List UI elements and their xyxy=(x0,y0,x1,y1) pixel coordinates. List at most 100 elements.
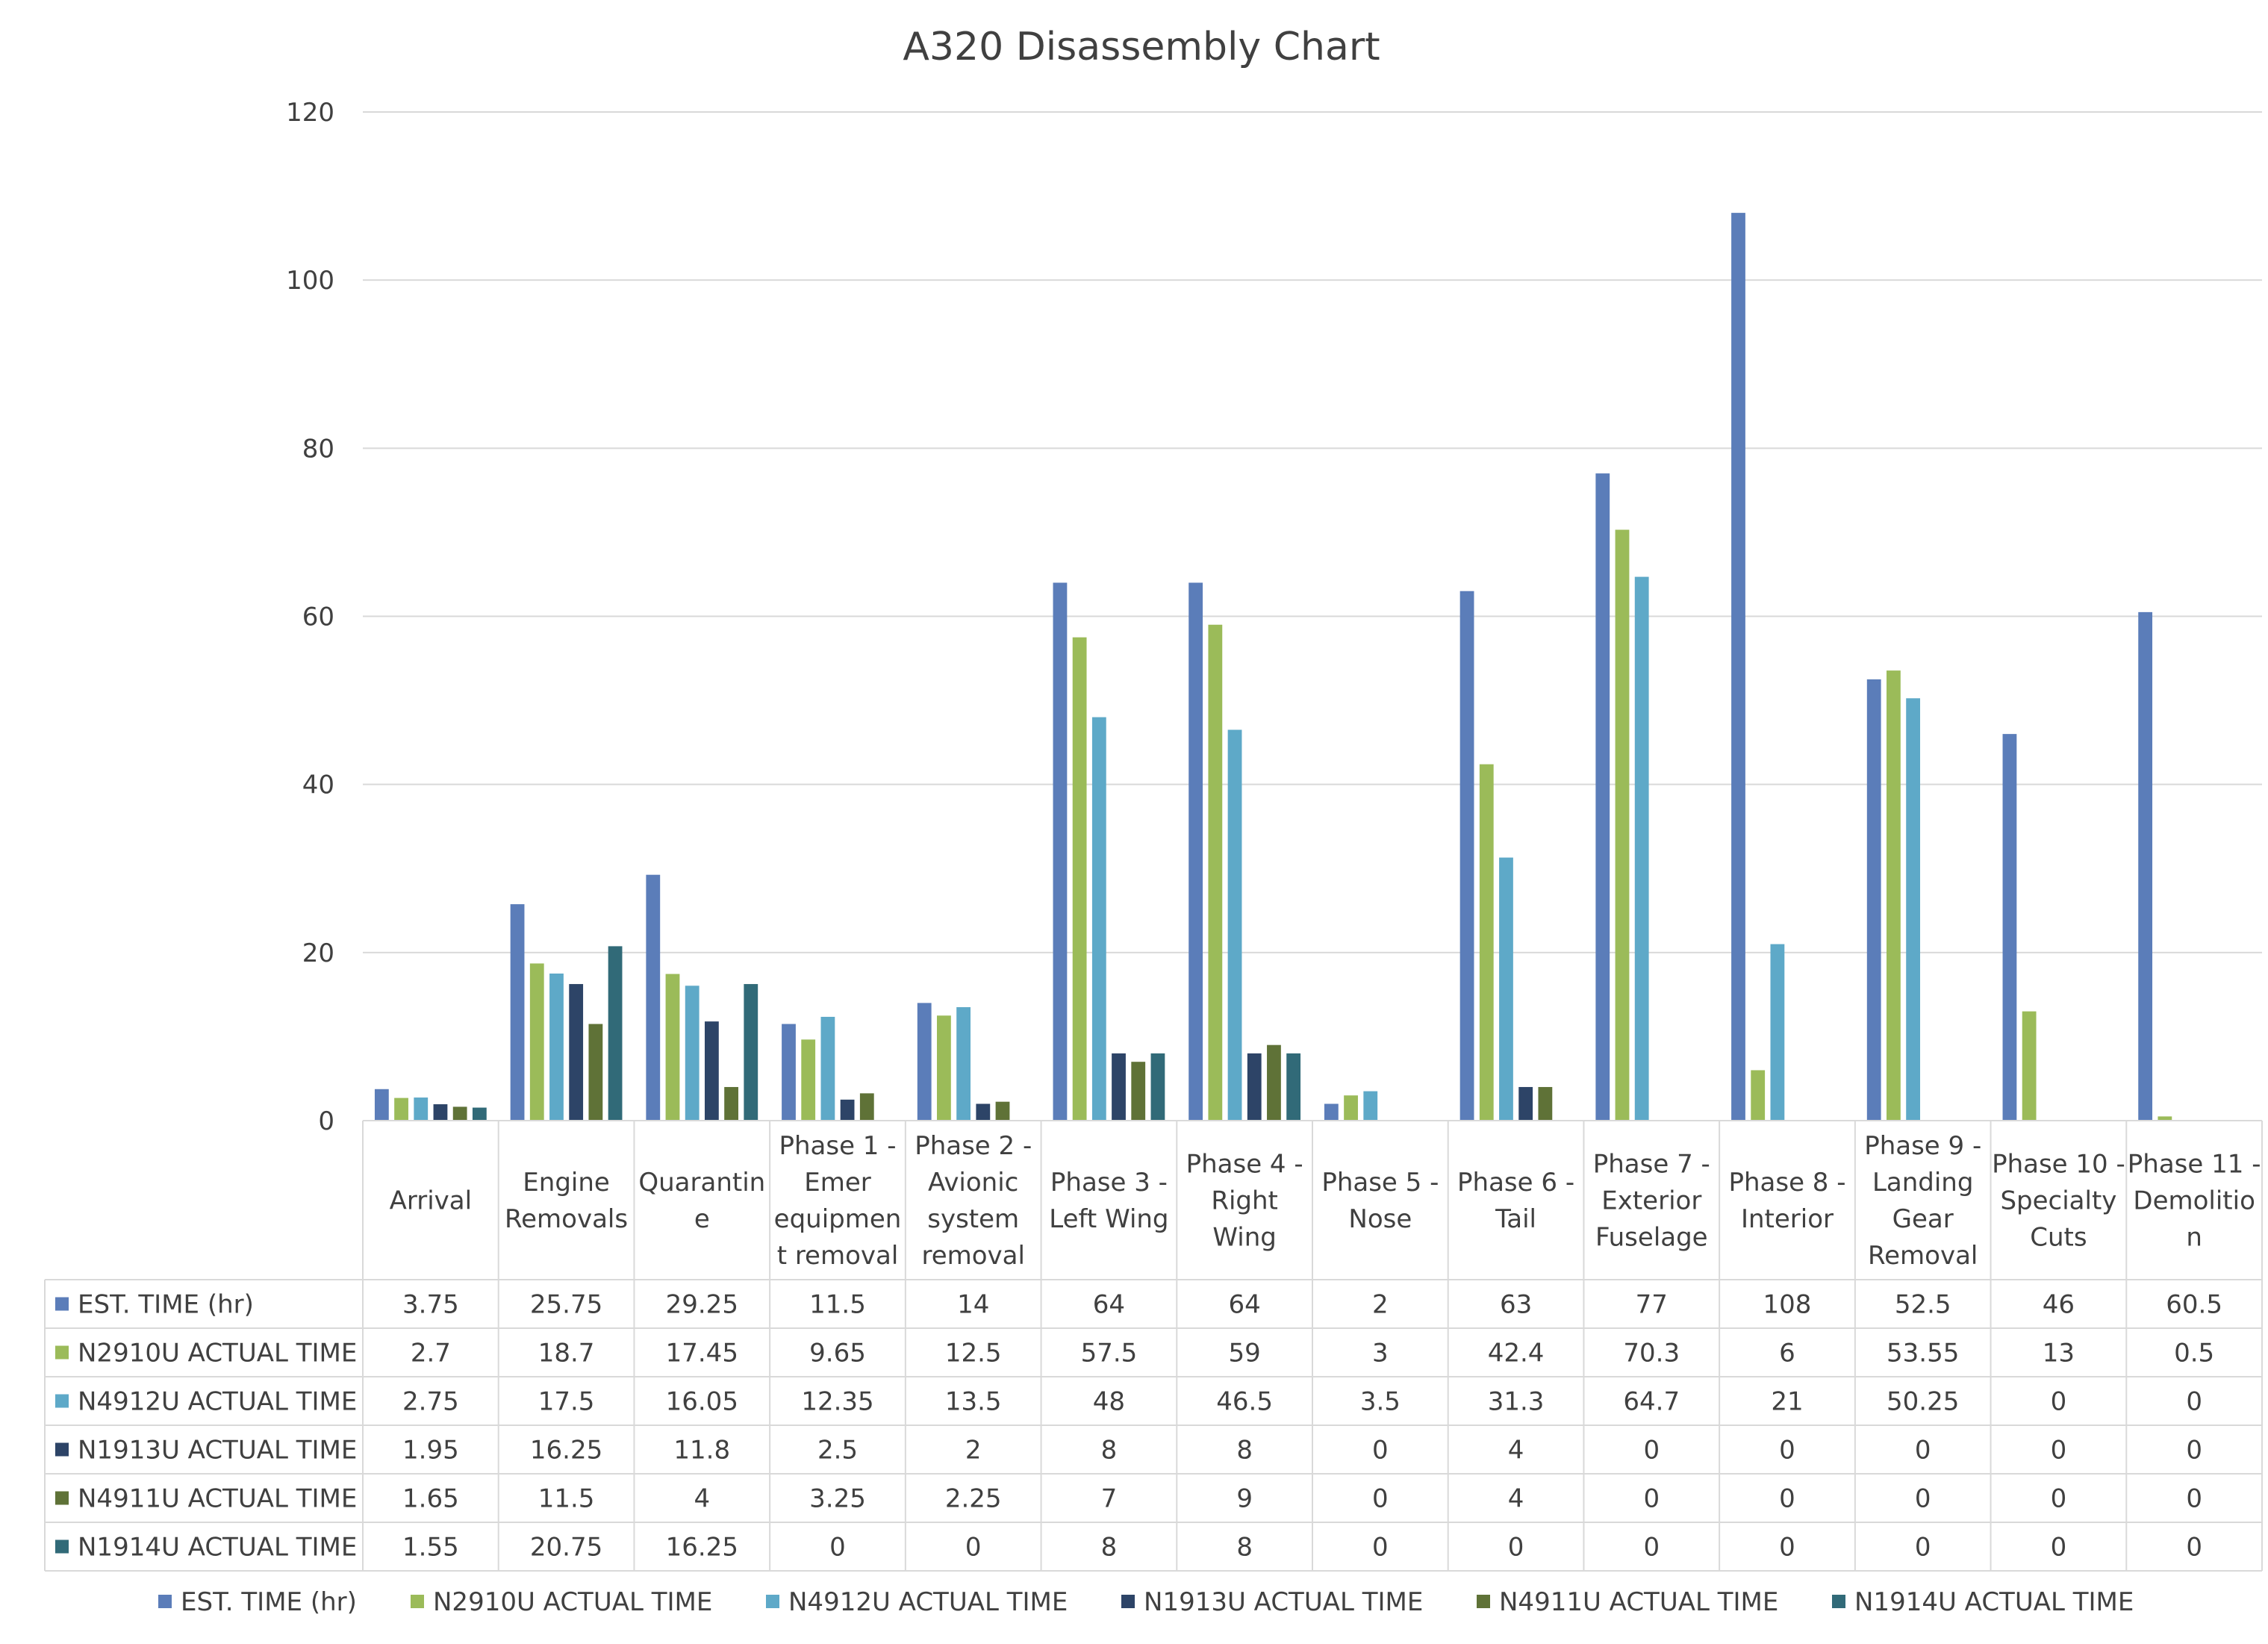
bar xyxy=(1459,591,1474,1121)
legend-swatch xyxy=(158,1595,172,1608)
category-label: Phase 3 - xyxy=(1050,1168,1168,1198)
y-tick-label: 0 xyxy=(318,1106,334,1136)
data-label: 16.25 xyxy=(666,1533,738,1563)
data-label: 11.8 xyxy=(673,1436,730,1466)
category-label: Wing xyxy=(1212,1223,1276,1253)
bar xyxy=(433,1104,448,1121)
data-label: 3.25 xyxy=(809,1484,866,1514)
bar xyxy=(976,1103,991,1121)
data-label: 59 xyxy=(1229,1339,1261,1369)
bar xyxy=(917,1003,932,1121)
bar xyxy=(1538,1086,1553,1121)
bar xyxy=(2158,1116,2172,1121)
legend-item: N1913U ACTUAL TIME xyxy=(1121,1587,1423,1617)
row-series-name: N2910U ACTUAL TIME xyxy=(78,1339,357,1369)
category-label: Quarantin xyxy=(638,1168,765,1198)
data-label: 48 xyxy=(1093,1387,1125,1417)
bar xyxy=(1227,729,1242,1121)
data-label: 2.25 xyxy=(945,1484,1002,1514)
data-label: 0 xyxy=(2051,1533,2067,1563)
data-label: 3 xyxy=(1372,1339,1389,1369)
bar xyxy=(1479,764,1494,1121)
category-label: Removal xyxy=(1868,1241,1978,1271)
data-label: 8 xyxy=(1101,1436,1118,1466)
category-label: Phase 7 - xyxy=(1593,1150,1710,1180)
bar xyxy=(956,1007,971,1121)
bar xyxy=(995,1101,1010,1121)
data-label: 14 xyxy=(957,1290,989,1320)
bar xyxy=(937,1015,951,1121)
bar xyxy=(1770,944,1785,1121)
legend-label: N4912U ACTUAL TIME xyxy=(788,1587,1068,1617)
bar xyxy=(801,1039,816,1121)
data-label: 13.5 xyxy=(945,1387,1002,1417)
bar xyxy=(1072,637,1087,1121)
data-label: 17.5 xyxy=(538,1387,595,1417)
data-label: 7 xyxy=(1101,1484,1118,1514)
category-label: t removal xyxy=(777,1241,899,1271)
bar xyxy=(685,986,700,1121)
data-label: 64.7 xyxy=(1623,1387,1680,1417)
data-label: 3.5 xyxy=(1360,1387,1401,1417)
bar xyxy=(2002,734,2017,1121)
data-label: 64 xyxy=(1229,1290,1261,1320)
bar xyxy=(1053,582,1068,1121)
bar xyxy=(1518,1086,1533,1121)
bar xyxy=(1595,473,1610,1121)
category-label: Engine xyxy=(523,1168,610,1198)
data-label: 0 xyxy=(1779,1484,1795,1514)
category-label: Emer xyxy=(804,1168,871,1198)
data-label: 20.75 xyxy=(530,1533,602,1563)
bar xyxy=(1751,1070,1766,1121)
bar xyxy=(1188,582,1203,1121)
category-label: Phase 11 - xyxy=(2128,1150,2261,1180)
data-label: 0 xyxy=(2186,1484,2202,1514)
category-label: Phase 9 - xyxy=(1864,1131,1981,1161)
plot-area xyxy=(374,213,2172,1121)
data-label: 0 xyxy=(2186,1387,2202,1417)
category-label: Arrival xyxy=(390,1186,472,1216)
bar xyxy=(1344,1095,1358,1121)
legend-item: N4911U ACTUAL TIME xyxy=(1477,1587,1778,1617)
category-label: Right xyxy=(1211,1186,1278,1216)
data-label: 77 xyxy=(1636,1290,1668,1320)
y-tick-label: 100 xyxy=(286,266,334,296)
row-series-name: EST. TIME (hr) xyxy=(78,1290,254,1320)
data-label: 13 xyxy=(2043,1339,2075,1369)
bar xyxy=(549,973,564,1121)
data-label: 60.5 xyxy=(2166,1290,2222,1320)
bar xyxy=(1615,529,1630,1121)
bar xyxy=(1499,857,1513,1121)
bar xyxy=(1363,1091,1378,1121)
legend-swatch xyxy=(1832,1595,1845,1608)
data-label: 0 xyxy=(2051,1436,2067,1466)
data-label: 11.5 xyxy=(538,1484,595,1514)
data-label: 3.75 xyxy=(402,1290,459,1320)
row-series-name: N4911U ACTUAL TIME xyxy=(78,1484,357,1514)
data-label: 4 xyxy=(1508,1436,1524,1466)
legend-swatch xyxy=(1121,1595,1135,1608)
bar xyxy=(374,1089,389,1121)
data-label: 9.65 xyxy=(809,1339,866,1369)
data-label: 12.5 xyxy=(945,1339,1002,1369)
data-label: 0 xyxy=(1643,1533,1660,1563)
y-tick-label: 120 xyxy=(286,98,334,128)
category-label: Phase 1 - xyxy=(779,1131,896,1161)
bar xyxy=(1634,576,1649,1121)
legend-label: N1913U ACTUAL TIME xyxy=(1144,1587,1423,1617)
data-label: 9 xyxy=(1236,1484,1253,1514)
data-label: 70.3 xyxy=(1623,1339,1680,1369)
bar xyxy=(704,1021,719,1121)
bar xyxy=(394,1097,408,1121)
data-label: 0 xyxy=(965,1533,982,1563)
data-label: 42.4 xyxy=(1488,1339,1545,1369)
category-label: Landing xyxy=(1872,1168,1974,1198)
data-label: 0 xyxy=(1779,1533,1795,1563)
data-label: 8 xyxy=(1101,1533,1118,1563)
data-label: 11.5 xyxy=(809,1290,866,1320)
data-label: 0 xyxy=(1372,1533,1389,1563)
bar xyxy=(840,1099,855,1121)
category-label: Exterior xyxy=(1601,1186,1701,1216)
bar xyxy=(1906,698,1921,1121)
